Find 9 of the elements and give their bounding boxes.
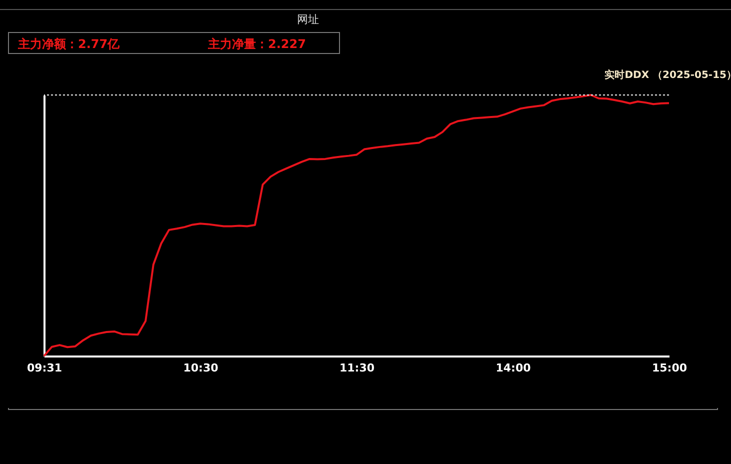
x-tick-label: 14:00 bbox=[496, 362, 532, 374]
text: 网址 bbox=[297, 12, 319, 27]
chart-title: 实时DDX （2025-05-15） bbox=[604, 69, 731, 81]
text: 主力净额：2.77亿 bbox=[18, 36, 120, 53]
x-tick-label: 10:30 bbox=[183, 362, 219, 374]
x-tick-label: 15:00 bbox=[652, 362, 688, 374]
x-tick-label: 11:30 bbox=[339, 362, 375, 374]
x-tick-label: 09:31 bbox=[26, 362, 62, 374]
text: 主力净量：2.227 bbox=[208, 36, 306, 53]
